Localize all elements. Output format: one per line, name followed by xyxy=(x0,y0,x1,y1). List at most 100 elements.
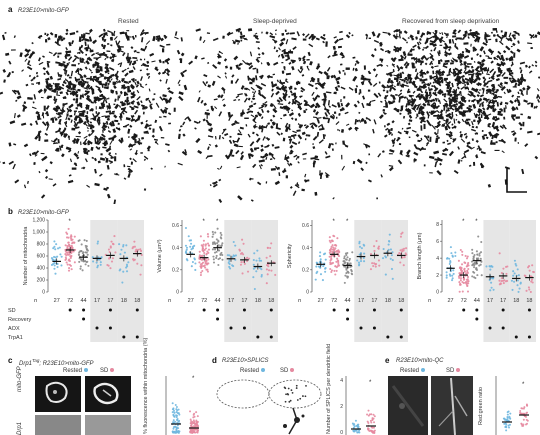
mitochondrion-mark xyxy=(448,131,453,135)
mitochondrion-mark xyxy=(299,102,303,106)
mitochondrion-mark xyxy=(140,121,144,125)
mitochondrion-mark xyxy=(235,95,240,99)
mitochondrion-mark xyxy=(113,30,116,35)
mitochondrion-mark xyxy=(131,102,135,105)
shaded-region xyxy=(224,220,252,342)
data-point xyxy=(528,288,531,291)
splics-punctum xyxy=(305,384,307,387)
mitochondrion-mark xyxy=(341,154,343,160)
mitochondrion-mark xyxy=(126,36,129,40)
mitochondrion-mark xyxy=(45,112,48,115)
mitochondrion-mark xyxy=(304,138,307,141)
mitochondrion-mark xyxy=(62,37,66,41)
mitochondrion-mark xyxy=(449,70,454,74)
mitochondrion-mark xyxy=(97,119,101,122)
mitochondrion-mark xyxy=(532,36,536,39)
mitochondrion-mark xyxy=(386,90,389,94)
data-point xyxy=(472,257,475,260)
data-point xyxy=(451,255,454,258)
recovered-mitochondria-image xyxy=(304,28,540,188)
mitochondrion-mark xyxy=(265,181,268,184)
mitochondrion-mark xyxy=(293,135,296,139)
mitochondrion-mark xyxy=(224,132,229,137)
mitochondrion-mark xyxy=(8,142,12,147)
mitochondrion-mark xyxy=(471,138,474,141)
mitochondrion-mark xyxy=(151,60,156,63)
mitochondrion-mark xyxy=(127,52,129,57)
mitochondrion-mark xyxy=(214,144,218,148)
mitochondrion-mark xyxy=(242,59,247,65)
mitochondrion-mark xyxy=(117,44,122,51)
mitochondrion-mark xyxy=(214,135,217,140)
mitochondrion-mark xyxy=(43,88,47,92)
data-point xyxy=(174,420,177,423)
mitochondrion-mark xyxy=(255,75,258,81)
data-point xyxy=(240,261,243,264)
mitochondrion-mark xyxy=(322,117,329,120)
mitochondrion-mark xyxy=(68,76,72,79)
data-point xyxy=(81,269,84,272)
mitochondrion-mark xyxy=(472,70,474,73)
mitochondrion-mark xyxy=(426,119,431,125)
mitochondrion-mark xyxy=(451,90,458,95)
mitochondrion-mark xyxy=(127,82,130,85)
mitochondrion-mark xyxy=(434,97,438,102)
mitochondrion-mark xyxy=(31,50,35,55)
mitochondrion-mark xyxy=(235,27,242,32)
mitochondrion-mark xyxy=(355,59,360,65)
mitochondrion-mark xyxy=(420,125,423,131)
data-point xyxy=(523,406,526,409)
data-point xyxy=(358,242,361,245)
mitochondrion-mark xyxy=(198,90,201,93)
mitochondrion-mark xyxy=(160,136,165,139)
mitochondrion-mark xyxy=(448,115,454,120)
mitochondrion-mark xyxy=(117,127,121,130)
data-point xyxy=(520,423,523,426)
mitochondrion-mark xyxy=(288,137,293,142)
mitochondrion-mark xyxy=(155,102,160,108)
condition-dot xyxy=(475,317,479,321)
mitochondrion-mark xyxy=(280,37,286,42)
mitochondrion-mark xyxy=(446,107,452,109)
data-point xyxy=(215,250,218,253)
mitochondrion-mark xyxy=(114,103,120,110)
mitochondrion-mark xyxy=(113,35,118,40)
mitochondrion-mark xyxy=(331,104,337,108)
mitochondrion-mark xyxy=(38,61,44,66)
mitochondrion-mark xyxy=(444,51,450,55)
mitochondrion-mark xyxy=(73,110,77,112)
condition-dot xyxy=(514,335,518,339)
mitochondrion-mark xyxy=(427,114,430,119)
mitochondrion-mark xyxy=(419,119,423,124)
panel-c-sig-star: * xyxy=(192,376,195,382)
n-value: 44 xyxy=(474,298,480,304)
mitochondrion-mark xyxy=(453,100,457,104)
mitochondrion-mark xyxy=(260,62,263,65)
y-tick-label: 4 xyxy=(436,256,439,262)
mitochondrion-mark xyxy=(188,60,194,65)
mitochondrion-mark xyxy=(374,48,377,52)
data-point xyxy=(451,277,454,280)
mitochondrion-mark xyxy=(414,68,418,73)
mitochondrion-mark xyxy=(395,93,398,96)
data-point xyxy=(267,269,271,272)
data-point xyxy=(523,415,526,418)
mitochondrion-mark xyxy=(279,106,284,110)
data-point xyxy=(126,265,129,268)
mitochondrion-mark xyxy=(268,151,274,157)
panel-d-letter: d xyxy=(212,356,217,365)
mitochondrion-mark xyxy=(285,32,290,35)
y-tick-label: 0.2 xyxy=(172,268,179,274)
mitochondrion-mark xyxy=(488,57,493,60)
data-point xyxy=(465,257,469,260)
mitochondrion-mark xyxy=(376,63,381,67)
data-point xyxy=(194,262,197,265)
mitochondrion-mark xyxy=(114,156,117,162)
mitochondrion-mark xyxy=(77,115,83,121)
mitochondrion-mark xyxy=(109,145,111,149)
mitochondrion-mark xyxy=(130,95,135,99)
mitochondrion-mark xyxy=(446,139,449,143)
mitochondrion-mark xyxy=(505,45,511,51)
mitochondrion-mark xyxy=(260,164,263,167)
mitochondrion-mark xyxy=(284,126,289,133)
